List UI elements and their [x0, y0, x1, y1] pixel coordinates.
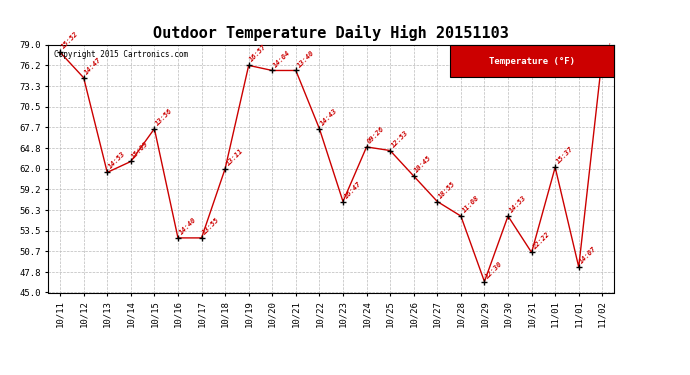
Text: 11:08: 11:08 — [461, 195, 480, 214]
Title: Outdoor Temperature Daily High 20151103: Outdoor Temperature Daily High 20151103 — [153, 25, 509, 41]
Text: 12:30: 12:30 — [484, 260, 504, 279]
Text: 16:47: 16:47 — [343, 180, 362, 200]
Text: 14:04: 14:04 — [273, 49, 292, 68]
Text: 14:40: 14:40 — [178, 216, 197, 236]
Text: 14:47: 14:47 — [83, 56, 103, 76]
Text: 22:22: 22:22 — [531, 231, 551, 250]
Text: 13:55: 13:55 — [201, 216, 221, 236]
Text: 14:53: 14:53 — [508, 195, 527, 214]
Text: 14:07: 14:07 — [579, 246, 598, 265]
FancyBboxPatch shape — [450, 45, 614, 77]
Text: 13:56: 13:56 — [155, 107, 174, 126]
Text: 12:53: 12:53 — [390, 129, 409, 149]
Text: 15:09: 15:09 — [131, 140, 150, 159]
Text: 14:43: 14:43 — [319, 107, 339, 126]
Text: 09:26: 09:26 — [366, 126, 386, 145]
Text: Temperature (°F): Temperature (°F) — [489, 57, 575, 66]
Text: 13:: 13: — [602, 40, 615, 54]
Text: 14:53: 14:53 — [107, 151, 126, 170]
Text: 18:55: 18:55 — [437, 180, 457, 200]
Text: 13:40: 13:40 — [296, 49, 315, 68]
Text: 13:11: 13:11 — [225, 147, 244, 166]
Text: 15:52: 15:52 — [60, 31, 79, 50]
Text: 15:37: 15:37 — [555, 146, 575, 165]
Text: Copyright 2015 Cartronics.com: Copyright 2015 Cartronics.com — [54, 50, 188, 59]
Text: 10:45: 10:45 — [414, 154, 433, 174]
Text: 16:57: 16:57 — [248, 44, 268, 63]
